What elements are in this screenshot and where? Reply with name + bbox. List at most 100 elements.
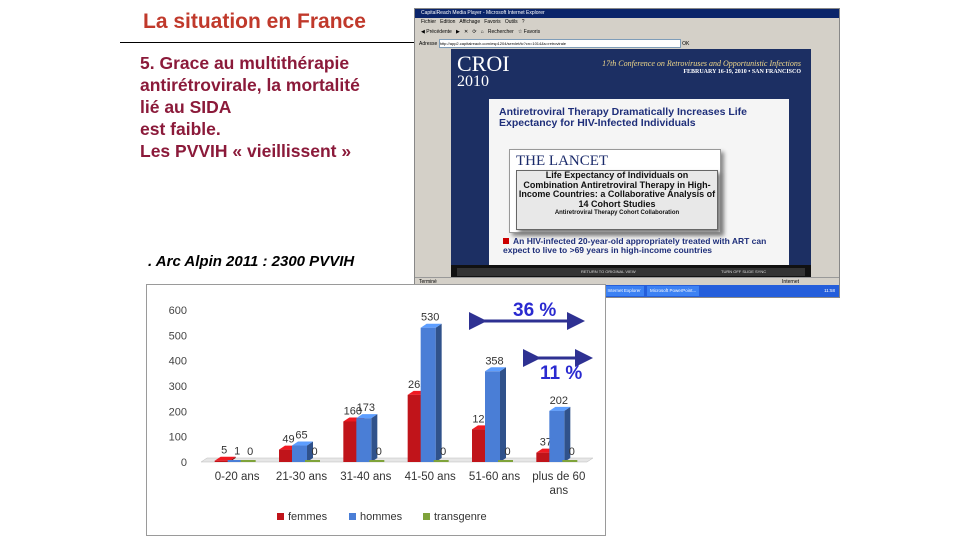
croi-year: 2010	[457, 73, 489, 90]
y-tick-label: 600	[169, 305, 187, 317]
x-tick-label: 51-60 ans	[469, 471, 520, 483]
bar-femmes	[536, 452, 552, 462]
bullet-line-3: lié au SIDA	[140, 97, 232, 117]
bar-hommes	[420, 327, 436, 462]
bar-side	[435, 323, 442, 462]
x-tick-label: plus de 60	[532, 471, 585, 483]
age-distribution-chart: 0 100 200 300 400 500 600 5 1 0 0-20 ans 49 65 0 21-30…	[146, 284, 606, 536]
article-box: Life Expectancy of Individuals on Combin…	[516, 170, 718, 230]
conference-name: 17th Conference on Retroviruses and Oppo…	[602, 59, 801, 68]
bar-hommes	[292, 445, 307, 462]
bar-top	[356, 414, 378, 419]
lancet-article: THE LANCET Life Expectancy of Individual…	[509, 149, 721, 233]
address-field: http://app2.capitalreach.com/esp1204/ser…	[438, 39, 681, 49]
bullet-line-1: 5. Grace au multithérapie	[140, 53, 350, 73]
right-margin	[811, 49, 839, 281]
taskbar-item: 2 Internet Explorer	[600, 285, 644, 296]
y-tick-label: 0	[181, 457, 187, 469]
legend-swatch-transgenre	[423, 513, 430, 520]
bar-transgenre	[433, 460, 449, 462]
x-tick-label: 21-30 ans	[276, 471, 327, 483]
data-label: 5	[221, 445, 227, 457]
data-label: 358	[485, 355, 503, 367]
bar-top	[214, 456, 236, 461]
data-label: 0	[376, 446, 382, 458]
bar-side	[564, 406, 571, 462]
data-label: 202	[550, 395, 568, 407]
x-tick-label: 31-40 ans	[340, 471, 391, 483]
legend-label-hommes: hommes	[360, 511, 403, 523]
bar-femmes	[407, 394, 423, 462]
window-titlebar: CapitalReach Media Player - Microsoft In…	[415, 9, 839, 18]
y-tick-label: 300	[169, 381, 187, 393]
bar-transgenre	[305, 460, 320, 462]
bar-top	[485, 367, 506, 372]
y-tick-label: 400	[169, 356, 187, 368]
bar-top	[420, 323, 442, 328]
y-tick-label: 500	[169, 330, 187, 342]
status-right: Internet	[782, 279, 799, 285]
go-button: OK	[682, 41, 690, 47]
chart-floor	[200, 457, 594, 463]
data-label: 0	[247, 446, 253, 458]
bar-transgenre	[240, 460, 256, 462]
bar-hommes	[356, 418, 372, 462]
data-label: 0	[311, 446, 317, 458]
bar-femmes	[279, 449, 294, 462]
slide-title: La situation en France	[143, 10, 366, 33]
data-label: 0	[504, 446, 510, 458]
bar-hommes	[549, 410, 565, 462]
data-label: 65	[295, 430, 307, 442]
left-margin	[415, 49, 451, 281]
bar-hommes	[485, 371, 500, 462]
data-label: 160	[344, 405, 362, 417]
bar-side	[371, 414, 378, 462]
y-tick-label: 200	[169, 406, 187, 418]
bar-top	[549, 406, 571, 411]
browser-toolbar: ◀ Précédente ▶ ✕ ⟳ ⌂ Rechercher ☆ Favori…	[421, 29, 541, 35]
data-label: 0	[440, 446, 446, 458]
status-bar: Terminé Internet	[415, 277, 839, 285]
bar-side	[307, 441, 313, 462]
article-title: Life Expectancy of Individuals on Combin…	[518, 170, 716, 209]
conference-banner: 17th Conference on Retroviruses and Oppo…	[601, 59, 801, 77]
data-label: 0	[569, 446, 575, 458]
player-sync-label: TURN OFF SLIDE SYNC	[721, 269, 767, 274]
legend-label-femmes: femmes	[288, 511, 328, 523]
taskbar-clock: 11:58	[824, 288, 835, 293]
slide-heading: Antiretroviral Therapy Dramatically Incr…	[499, 106, 748, 129]
legend-swatch-hommes	[349, 513, 356, 520]
address-label: Adresse	[419, 41, 438, 47]
bullet-line-5: Les PVVIH « vieillissent »	[140, 141, 352, 161]
conference-dates: FEBRUARY 16-19, 2010 • SAN FRANCISCO	[683, 69, 801, 75]
arrow-36-label: 36 %	[513, 300, 557, 321]
data-label: 37	[540, 437, 552, 449]
arrow-11-label: 11 %	[540, 363, 583, 384]
journal-logo: THE LANCET	[516, 153, 609, 169]
x-tick-label: 0-20 ans	[215, 471, 260, 483]
bar-femmes	[472, 429, 487, 462]
y-tick-label: 100	[169, 432, 187, 444]
bullet-text: 5. Grace au multithérapie antirétroviral…	[140, 52, 360, 162]
croi-logo: CROI 2010	[457, 53, 510, 91]
slide-bullet-text: An HIV-infected 20-year-old appropriatel…	[503, 236, 767, 255]
taskbar-item: Microsoft PowerPoint...	[647, 285, 700, 296]
player-seek-bar	[457, 268, 805, 276]
bar-femmes	[214, 460, 230, 462]
embedded-browser-screenshot: CapitalReach Media Player - Microsoft In…	[414, 8, 840, 298]
presentation-slide: Antiretroviral Therapy Dramatically Incr…	[489, 99, 789, 265]
player-return-label: RETURN TO ORIGINAL VIEW	[581, 269, 636, 274]
croi-logo-text: CROI	[457, 51, 510, 76]
bar-transgenre	[369, 460, 385, 462]
article-authors: Antiretroviral Therapy Cohort Collaborat…	[554, 210, 680, 216]
video-content: CROI 2010 17th Conference on Retroviruse…	[451, 49, 811, 285]
bullet-square-icon	[503, 238, 509, 244]
data-label: 530	[421, 312, 439, 324]
legend-label-transgenre: transgenre	[434, 511, 487, 523]
x-tick-label: 41-50 ans	[405, 471, 456, 483]
title-underline	[120, 42, 420, 43]
bullet-line-2: antirétrovirale, la mortalité	[140, 75, 360, 95]
legend-swatch-femmes	[277, 513, 284, 520]
bar-transgenre	[498, 460, 513, 462]
